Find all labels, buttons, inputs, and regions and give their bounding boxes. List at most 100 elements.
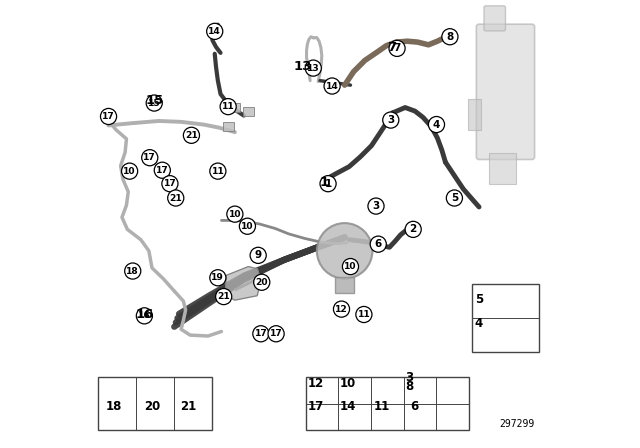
Text: 297299: 297299 — [500, 419, 535, 429]
Bar — [472, 284, 539, 352]
Polygon shape — [226, 267, 261, 300]
Text: 18: 18 — [106, 400, 122, 414]
Circle shape — [216, 289, 232, 305]
Circle shape — [162, 176, 178, 192]
Text: 2: 2 — [410, 224, 417, 234]
FancyBboxPatch shape — [476, 24, 534, 159]
Text: 15: 15 — [145, 94, 163, 108]
Circle shape — [317, 223, 372, 279]
Text: 14: 14 — [209, 27, 221, 36]
Circle shape — [446, 190, 463, 206]
Circle shape — [122, 163, 138, 179]
Text: 1: 1 — [320, 176, 329, 190]
Text: 4: 4 — [475, 317, 483, 330]
Text: 8: 8 — [406, 379, 413, 393]
Text: 10: 10 — [340, 376, 356, 390]
Circle shape — [125, 263, 141, 279]
Bar — [489, 153, 516, 184]
Circle shape — [183, 127, 200, 143]
Circle shape — [210, 163, 226, 179]
Circle shape — [405, 221, 421, 237]
Text: 20: 20 — [144, 400, 160, 414]
Circle shape — [168, 190, 184, 206]
Text: 17: 17 — [255, 329, 268, 338]
FancyBboxPatch shape — [484, 6, 506, 31]
Bar — [230, 103, 240, 112]
Circle shape — [250, 247, 266, 263]
Text: 5: 5 — [475, 293, 483, 306]
Circle shape — [210, 270, 226, 286]
Text: 6: 6 — [410, 400, 418, 414]
Text: 17: 17 — [269, 329, 282, 338]
Text: 19: 19 — [211, 273, 224, 282]
Circle shape — [342, 258, 358, 275]
Circle shape — [146, 95, 163, 111]
Circle shape — [253, 274, 270, 290]
Text: 18: 18 — [126, 267, 139, 276]
Circle shape — [207, 23, 223, 39]
Circle shape — [136, 308, 152, 324]
FancyArrowPatch shape — [235, 279, 257, 291]
Text: 9: 9 — [255, 250, 262, 260]
Text: 6: 6 — [374, 239, 382, 249]
Text: 1: 1 — [324, 179, 332, 189]
Text: 11: 11 — [222, 102, 234, 111]
Text: 14: 14 — [340, 400, 356, 414]
Text: 7: 7 — [387, 40, 396, 54]
Circle shape — [239, 218, 255, 234]
Text: 13: 13 — [307, 64, 319, 73]
Text: 16: 16 — [135, 308, 154, 321]
Circle shape — [154, 162, 170, 178]
Circle shape — [442, 29, 458, 45]
Circle shape — [370, 236, 387, 252]
Text: 10: 10 — [124, 167, 136, 176]
Bar — [468, 99, 481, 130]
Circle shape — [383, 112, 399, 128]
Text: 17: 17 — [102, 112, 115, 121]
Text: 12: 12 — [307, 376, 324, 390]
Text: 4: 4 — [433, 120, 440, 129]
Text: 3: 3 — [372, 201, 380, 211]
Text: 16: 16 — [138, 311, 151, 320]
Text: 10: 10 — [228, 210, 241, 219]
Circle shape — [268, 326, 284, 342]
Text: 21: 21 — [185, 131, 198, 140]
Text: 8: 8 — [446, 32, 454, 42]
Circle shape — [320, 176, 336, 192]
Text: 11: 11 — [358, 310, 371, 319]
Text: 21: 21 — [180, 400, 196, 414]
Circle shape — [333, 301, 349, 317]
Circle shape — [389, 40, 405, 56]
Text: 11: 11 — [211, 167, 224, 176]
Text: 7: 7 — [394, 43, 401, 53]
Text: 17: 17 — [307, 400, 324, 414]
Circle shape — [324, 78, 340, 94]
Circle shape — [220, 99, 236, 115]
Text: 10: 10 — [344, 262, 356, 271]
Circle shape — [100, 108, 116, 125]
Circle shape — [305, 60, 321, 76]
Text: 13: 13 — [294, 60, 312, 73]
Circle shape — [356, 306, 372, 323]
Text: 12: 12 — [335, 305, 348, 314]
Text: 11: 11 — [374, 400, 390, 414]
Text: 17: 17 — [143, 153, 156, 162]
Bar — [223, 122, 234, 131]
Text: 21: 21 — [218, 292, 230, 301]
Bar — [98, 377, 212, 430]
Text: 15: 15 — [148, 99, 161, 108]
Text: 17: 17 — [156, 166, 169, 175]
Text: 14: 14 — [326, 82, 339, 90]
Text: 3: 3 — [387, 115, 394, 125]
Bar — [306, 377, 469, 430]
Circle shape — [227, 206, 243, 222]
Bar — [335, 277, 355, 293]
Text: 20: 20 — [255, 278, 268, 287]
Text: 10: 10 — [241, 222, 253, 231]
Bar — [243, 107, 253, 116]
Circle shape — [368, 198, 384, 214]
Text: 5: 5 — [451, 193, 458, 203]
Circle shape — [428, 116, 445, 133]
Circle shape — [253, 326, 269, 342]
Circle shape — [141, 150, 158, 166]
